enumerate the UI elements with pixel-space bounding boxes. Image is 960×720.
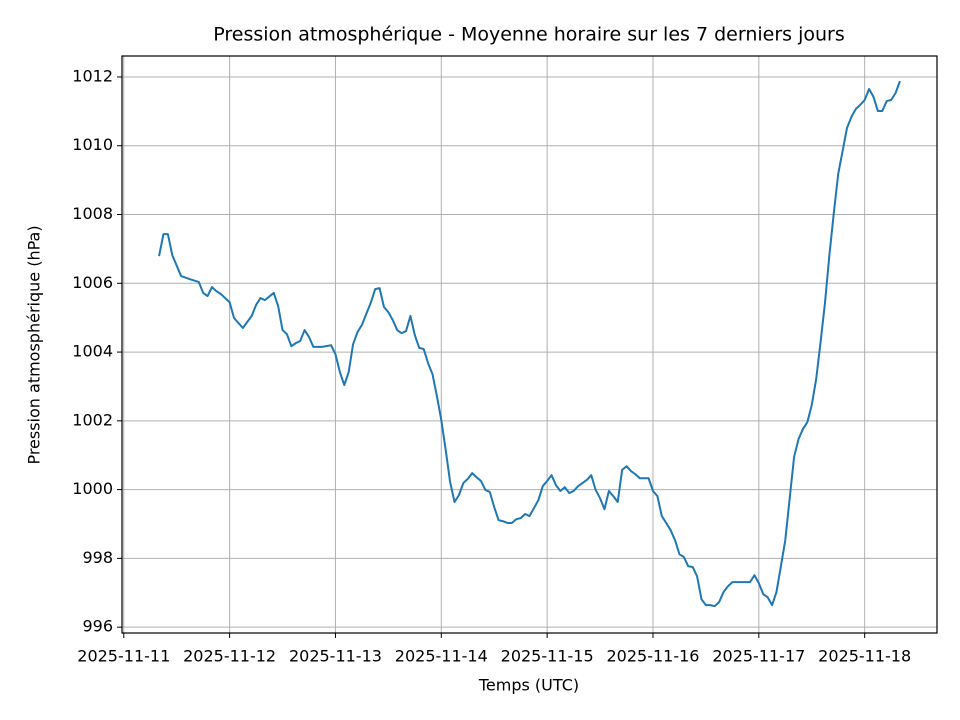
y-tick-label: 1012 [72, 66, 113, 85]
x-tick-label: 2025-11-16 [606, 647, 699, 666]
y-tick-label: 1010 [72, 135, 113, 154]
x-tick-label: 2025-11-15 [501, 647, 594, 666]
ticks: 996 998 1000 1002 1004 1006 1008 1010 1012 2025-1… [72, 66, 911, 665]
x-tick-label: 2025-11-13 [289, 647, 382, 666]
y-tick-label: 996 [82, 617, 113, 636]
y-tick-label: 1006 [72, 273, 113, 292]
y-tick-label: 1004 [72, 342, 113, 361]
axes-frame [121, 55, 938, 634]
y-tick-label: 998 [82, 548, 113, 567]
x-tick-label: 2025-11-11 [77, 647, 170, 666]
grid [122, 56, 937, 633]
x-tick-label: 2025-11-18 [818, 647, 911, 666]
chart-title: Pression atmosphérique - Moyenne horaire… [213, 24, 844, 46]
x-tick-label: 2025-11-17 [712, 647, 805, 666]
plot-area [158, 80, 901, 608]
x-tick-label: 2025-11-14 [395, 647, 488, 666]
x-tick-label: 2025-11-12 [183, 647, 276, 666]
y-tick-label: 1000 [72, 479, 113, 498]
line-series [158, 80, 901, 608]
y-tick-label: 1002 [72, 410, 113, 429]
x-axis-label: Temps (UTC) [478, 676, 579, 695]
y-tick-label: 1008 [72, 204, 113, 223]
y-axis-label: Pression atmosphérique (hPa) [25, 225, 44, 464]
